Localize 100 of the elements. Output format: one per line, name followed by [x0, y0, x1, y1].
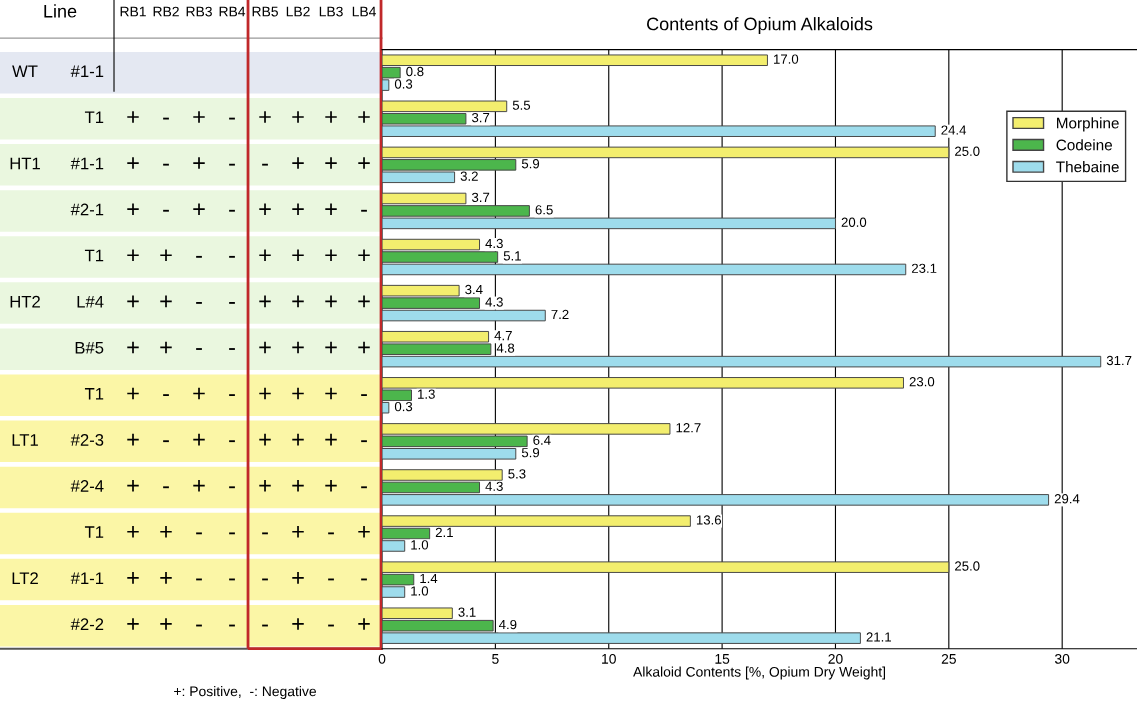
- text: +: [160, 526, 172, 538]
- text: +: [193, 387, 205, 400]
- text: -: [229, 486, 235, 489]
- x-tick-label: 20: [828, 653, 843, 664]
- category-label: LT1: [12, 434, 38, 446]
- text: +: [325, 433, 337, 446]
- legend-label: Codeine: [1056, 139, 1113, 151]
- text: +: [160, 295, 172, 308]
- category-label: B#5: [75, 342, 104, 354]
- text: -: [328, 578, 334, 581]
- text: +: [259, 249, 271, 262]
- category-label: #2-1: [70, 203, 104, 216]
- text: +: [259, 203, 271, 215]
- text: -: [196, 532, 202, 535]
- data-label: 7.2: [551, 309, 569, 319]
- legend-label: Morphine: [1057, 117, 1119, 132]
- text: +: Positive, -: Negative: [174, 686, 316, 699]
- data-label: 4.3: [485, 297, 503, 307]
- text: -: [328, 532, 334, 535]
- text: -: [163, 209, 169, 212]
- category-label: RB3: [186, 6, 212, 17]
- data-label: 0.3: [394, 401, 413, 412]
- category-label: LB2: [286, 6, 310, 17]
- text: +: [259, 341, 271, 354]
- data-label: 12.7: [676, 423, 701, 433]
- text: +: [358, 526, 370, 538]
- data-label: 5.5: [512, 100, 531, 110]
- text: +: [259, 295, 271, 308]
- category-label: #1-1: [70, 157, 104, 170]
- data-label: 5.9: [521, 447, 540, 458]
- text: -: [196, 578, 202, 581]
- text: +: [193, 157, 205, 169]
- text: +: [325, 387, 337, 400]
- text: -: [262, 624, 268, 627]
- text: +: [292, 111, 304, 123]
- text: +: [127, 433, 139, 446]
- text: +: [160, 249, 172, 262]
- text: -: [229, 578, 235, 581]
- data-label: 1.3: [418, 389, 435, 399]
- data-label: 21.1: [866, 632, 891, 642]
- text: -: [361, 440, 367, 443]
- text: +: [127, 618, 139, 630]
- data-label: 17.0: [774, 54, 799, 64]
- text: -: [163, 486, 169, 489]
- data-label: 3.7: [471, 112, 490, 123]
- text: +: [292, 249, 304, 262]
- data-label: 3.7: [471, 192, 490, 203]
- x-tick-label: 15: [715, 654, 730, 664]
- text: +: [193, 111, 205, 123]
- x-tick-label: 0: [378, 653, 386, 664]
- x-tick-label: 30: [1054, 653, 1070, 664]
- text: -: [361, 209, 367, 212]
- text: -: [229, 532, 235, 535]
- text: +: [325, 111, 337, 123]
- text: +: [160, 572, 172, 584]
- data-label: 1.4: [420, 573, 438, 584]
- text: +: [358, 249, 370, 262]
- text: -: [328, 624, 334, 627]
- text: -: [229, 394, 235, 397]
- data-label: 25.0: [955, 146, 980, 156]
- text: +: [292, 572, 304, 584]
- category-label: LT2: [12, 572, 38, 584]
- category-label: LB3: [319, 6, 343, 17]
- category-label: RB4: [219, 6, 246, 17]
- category-label: #2-2: [70, 618, 104, 630]
- text: -: [163, 440, 169, 443]
- data-label: 2.1: [435, 527, 453, 537]
- category-label: LB4: [352, 6, 376, 17]
- text: +: [127, 526, 139, 538]
- chart-title: Contents of Opium Alkaloids: [647, 17, 873, 34]
- data-label: 13.6: [696, 515, 722, 525]
- text: +: [127, 387, 139, 400]
- text: -: [229, 255, 235, 258]
- text: +: [127, 341, 139, 354]
- category-label: #2-4: [70, 480, 104, 492]
- text: -: [262, 532, 268, 535]
- category-label: L#4: [77, 295, 104, 308]
- data-label: 1.0: [411, 586, 429, 596]
- text: +: [292, 203, 304, 215]
- data-label: 1.0: [411, 540, 429, 550]
- text: +: [259, 433, 271, 446]
- category-label: RB1: [120, 6, 146, 17]
- data-label: 4.9: [498, 619, 517, 630]
- data-label: 6.4: [533, 435, 551, 445]
- text: +: [325, 157, 337, 169]
- text: +: [127, 249, 139, 262]
- text: -: [196, 255, 202, 258]
- text: +: [259, 111, 271, 123]
- text: -: [229, 348, 235, 350]
- text: +: [358, 111, 370, 123]
- text: +: [127, 157, 139, 169]
- x-axis-title: Alkaloid Contents [%, Opium Dry Weight]: [633, 666, 885, 680]
- category-label: T1: [84, 249, 104, 262]
- data-label: 4.3: [485, 481, 503, 491]
- text: -: [262, 163, 268, 166]
- text: +: [358, 341, 370, 354]
- text: -: [196, 348, 202, 350]
- text: -: [229, 117, 235, 120]
- text: +: [259, 387, 271, 400]
- text: +: [292, 433, 304, 446]
